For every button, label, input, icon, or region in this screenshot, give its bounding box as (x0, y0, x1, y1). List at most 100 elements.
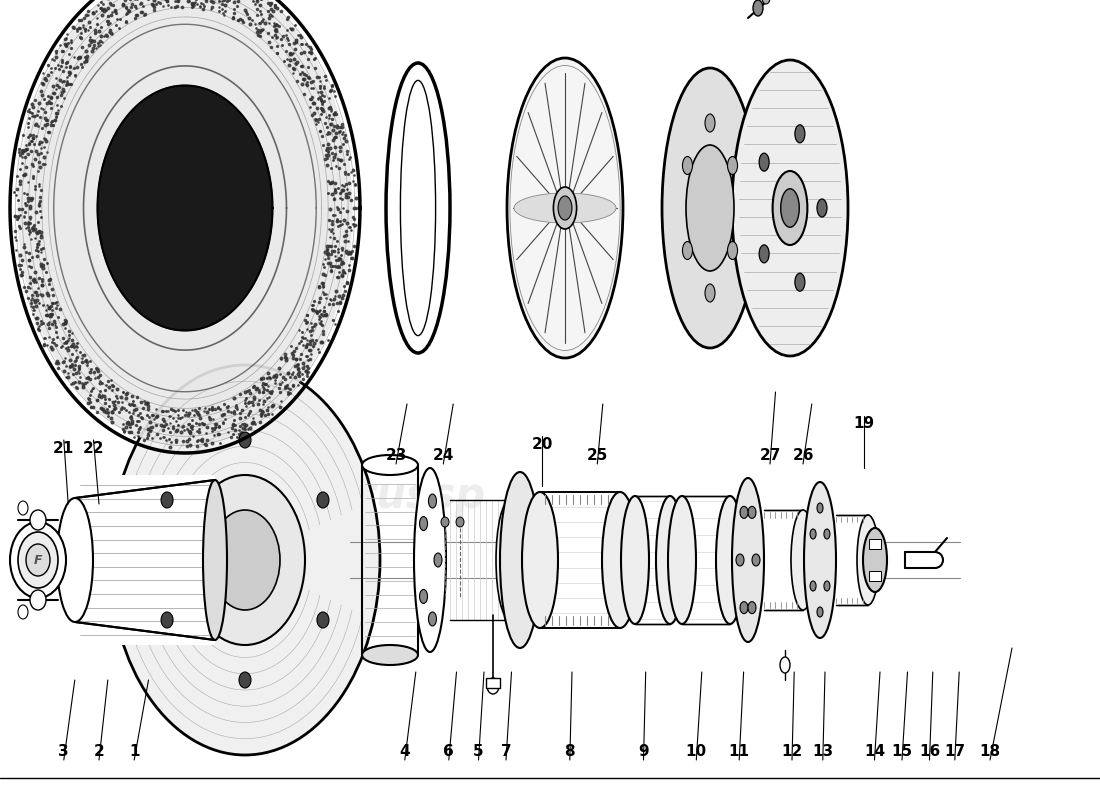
Ellipse shape (732, 60, 848, 356)
Ellipse shape (740, 506, 748, 518)
Ellipse shape (441, 517, 449, 527)
Bar (540, 492, 620, 628)
Ellipse shape (705, 114, 715, 132)
Ellipse shape (400, 80, 436, 336)
Ellipse shape (668, 496, 696, 624)
Ellipse shape (817, 503, 823, 513)
Ellipse shape (514, 193, 616, 223)
Ellipse shape (522, 492, 558, 628)
Ellipse shape (727, 157, 737, 174)
Bar (836, 515, 868, 605)
Text: 22: 22 (82, 441, 104, 455)
Ellipse shape (716, 496, 744, 624)
Ellipse shape (759, 245, 769, 263)
Polygon shape (18, 0, 352, 445)
Ellipse shape (496, 500, 524, 620)
Ellipse shape (161, 492, 173, 508)
Ellipse shape (429, 612, 437, 626)
Ellipse shape (817, 607, 823, 617)
Ellipse shape (10, 522, 66, 598)
Ellipse shape (727, 242, 737, 259)
Ellipse shape (759, 153, 769, 171)
Ellipse shape (362, 455, 418, 475)
Ellipse shape (110, 365, 379, 755)
Ellipse shape (748, 506, 756, 518)
Ellipse shape (500, 472, 540, 648)
Ellipse shape (419, 590, 428, 603)
Ellipse shape (18, 605, 28, 619)
Ellipse shape (161, 612, 173, 628)
Bar (486, 678, 500, 688)
Ellipse shape (419, 517, 428, 530)
Ellipse shape (456, 517, 464, 527)
Text: 4: 4 (399, 745, 410, 759)
Ellipse shape (602, 492, 638, 628)
Ellipse shape (386, 63, 450, 353)
Ellipse shape (30, 510, 46, 530)
Ellipse shape (30, 590, 46, 610)
Ellipse shape (857, 515, 879, 605)
Ellipse shape (553, 187, 576, 229)
Text: 27: 27 (759, 449, 781, 463)
Ellipse shape (864, 528, 887, 592)
Ellipse shape (682, 157, 693, 174)
Ellipse shape (414, 468, 446, 652)
Ellipse shape (824, 529, 829, 539)
Text: 8: 8 (564, 745, 575, 759)
Text: F: F (34, 554, 42, 566)
Ellipse shape (210, 510, 280, 610)
Ellipse shape (748, 602, 756, 614)
Ellipse shape (810, 529, 816, 539)
Ellipse shape (239, 672, 251, 688)
Ellipse shape (740, 602, 748, 614)
Bar (682, 496, 730, 624)
Ellipse shape (18, 501, 28, 515)
Text: 21: 21 (53, 441, 75, 455)
Text: 9: 9 (638, 745, 649, 759)
Ellipse shape (429, 494, 437, 508)
Ellipse shape (26, 544, 50, 576)
Ellipse shape (791, 510, 815, 610)
Ellipse shape (204, 480, 227, 640)
Ellipse shape (780, 657, 790, 673)
Text: etussp: etussp (329, 475, 485, 517)
Ellipse shape (656, 496, 684, 624)
Ellipse shape (752, 554, 760, 566)
Text: 15: 15 (891, 745, 913, 759)
Ellipse shape (736, 554, 744, 566)
Ellipse shape (810, 581, 816, 591)
Bar (764, 510, 803, 610)
Text: 26: 26 (792, 449, 814, 463)
Ellipse shape (662, 68, 758, 348)
Text: 6: 6 (443, 745, 454, 759)
Ellipse shape (762, 0, 770, 4)
Ellipse shape (686, 145, 734, 271)
Text: 3: 3 (58, 745, 69, 759)
Ellipse shape (487, 678, 499, 694)
Text: 11: 11 (728, 745, 750, 759)
Ellipse shape (185, 475, 305, 645)
Polygon shape (98, 86, 273, 330)
Ellipse shape (317, 612, 329, 628)
Ellipse shape (434, 553, 442, 567)
Ellipse shape (781, 189, 800, 227)
Text: 24: 24 (432, 449, 454, 463)
Bar (635, 496, 670, 624)
Text: 10: 10 (685, 745, 707, 759)
Text: 17: 17 (944, 745, 966, 759)
Text: 12: 12 (781, 745, 803, 759)
Text: 16: 16 (918, 745, 940, 759)
Text: 13: 13 (812, 745, 834, 759)
Ellipse shape (817, 199, 827, 217)
Text: 23: 23 (385, 449, 407, 463)
Ellipse shape (754, 0, 763, 16)
Bar (869, 539, 881, 549)
Ellipse shape (705, 284, 715, 302)
Ellipse shape (362, 645, 418, 665)
Text: 7: 7 (500, 745, 512, 759)
Ellipse shape (732, 478, 764, 642)
Ellipse shape (239, 432, 251, 448)
Text: 5: 5 (473, 745, 484, 759)
Ellipse shape (795, 125, 805, 143)
Ellipse shape (824, 581, 829, 591)
